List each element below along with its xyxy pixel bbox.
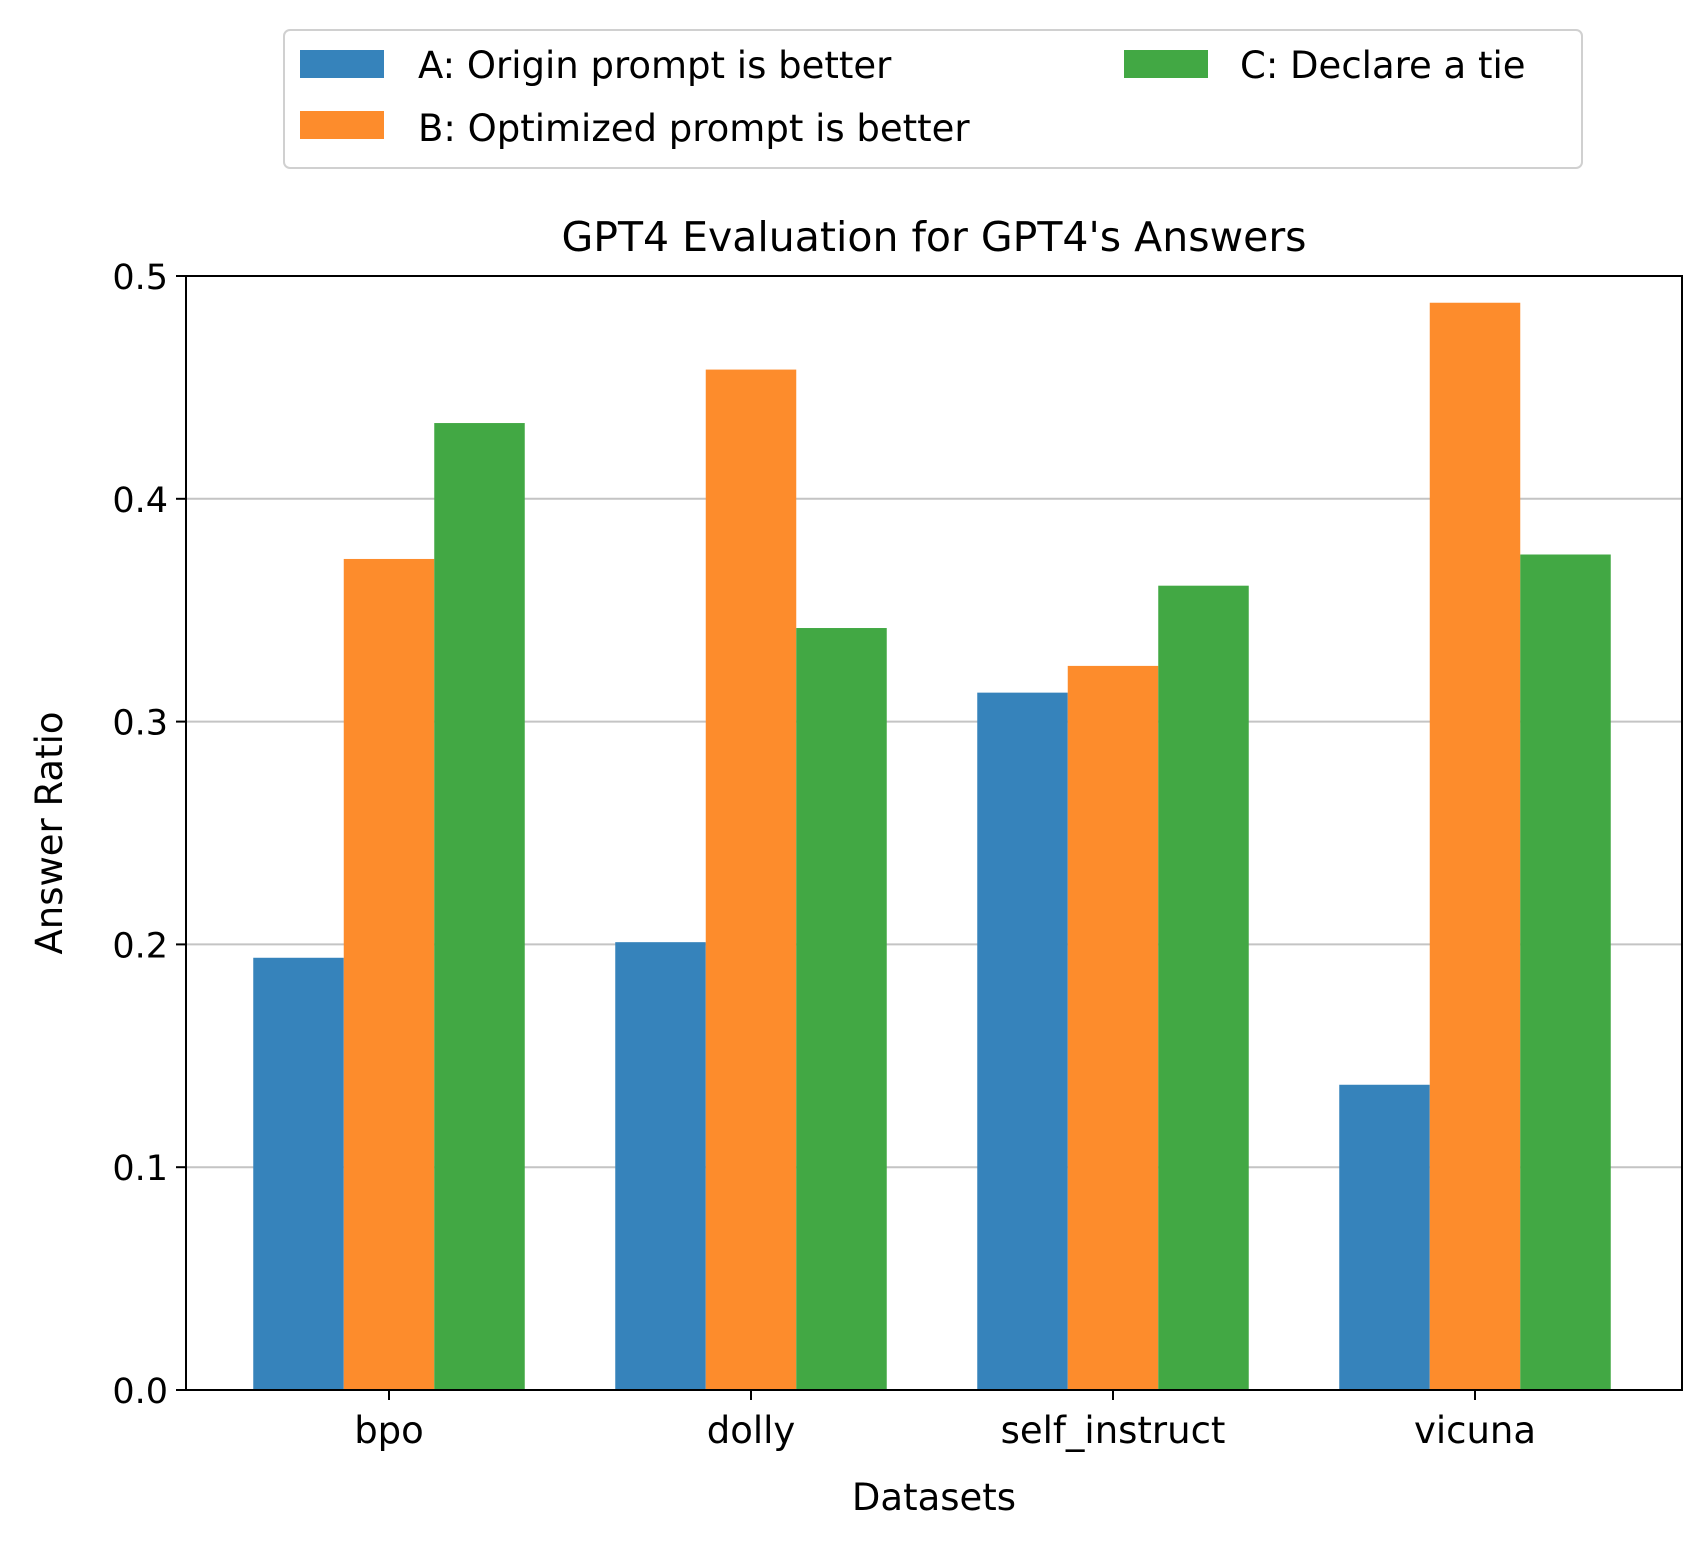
plot-frame [185, 275, 1683, 1391]
y-axis-ticks: 0.0 0.1 0.2 0.3 0.4 0.5 [112, 258, 186, 1412]
bar-self_instruct-b [1067, 665, 1159, 1390]
bar-bpo-b [343, 558, 435, 1390]
x-tick-label: self_instruct [1001, 1409, 1226, 1452]
bar-bpo-a [253, 957, 344, 1390]
legend-label-c: C: Declare a tie [1240, 44, 1526, 87]
y-tick-label: 0.3 [112, 704, 168, 744]
bar-self_instruct-c [1158, 585, 1249, 1390]
bar-self_instruct-a [977, 692, 1068, 1390]
bar-bpo-c [434, 423, 525, 1390]
x-tick-label: vicuna [1414, 1409, 1536, 1452]
y-tick-label: 0.1 [112, 1149, 168, 1189]
bar-vicuna-b [1429, 302, 1521, 1390]
y-tick-label: 0.2 [112, 926, 168, 966]
bar-dolly-c [796, 628, 887, 1390]
legend-frame [283, 29, 1583, 169]
y-tick-label: 0.0 [112, 1372, 168, 1412]
legend-swatch-a [300, 50, 384, 78]
bar-dolly-b [705, 369, 797, 1391]
bar-vicuna-a [1339, 1084, 1430, 1390]
legend-label-b: B: Optimized prompt is better [418, 107, 970, 150]
bar-vicuna-c [1520, 554, 1611, 1390]
bars [253, 302, 1611, 1391]
y-tick-label: 0.5 [112, 258, 168, 298]
y-axis-label: Answer Ratio [28, 711, 71, 954]
legend-label-a: A: Origin prompt is better [418, 44, 892, 87]
x-tick-label: dolly [707, 1409, 796, 1452]
x-axis-ticks: bpo dolly self_instruct vicuna [354, 1390, 1536, 1452]
legend: A: Origin prompt is better B: Optimized … [283, 29, 1583, 169]
x-axis-label: Datasets [852, 1476, 1016, 1519]
chart-title: GPT4 Evaluation for GPT4's Answers [561, 213, 1306, 261]
legend-swatch-c [1124, 50, 1208, 78]
bar-dolly-a [615, 942, 706, 1390]
y-tick-label: 0.4 [112, 481, 168, 521]
legend-swatch-b [300, 111, 384, 139]
x-tick-label: bpo [354, 1409, 424, 1452]
